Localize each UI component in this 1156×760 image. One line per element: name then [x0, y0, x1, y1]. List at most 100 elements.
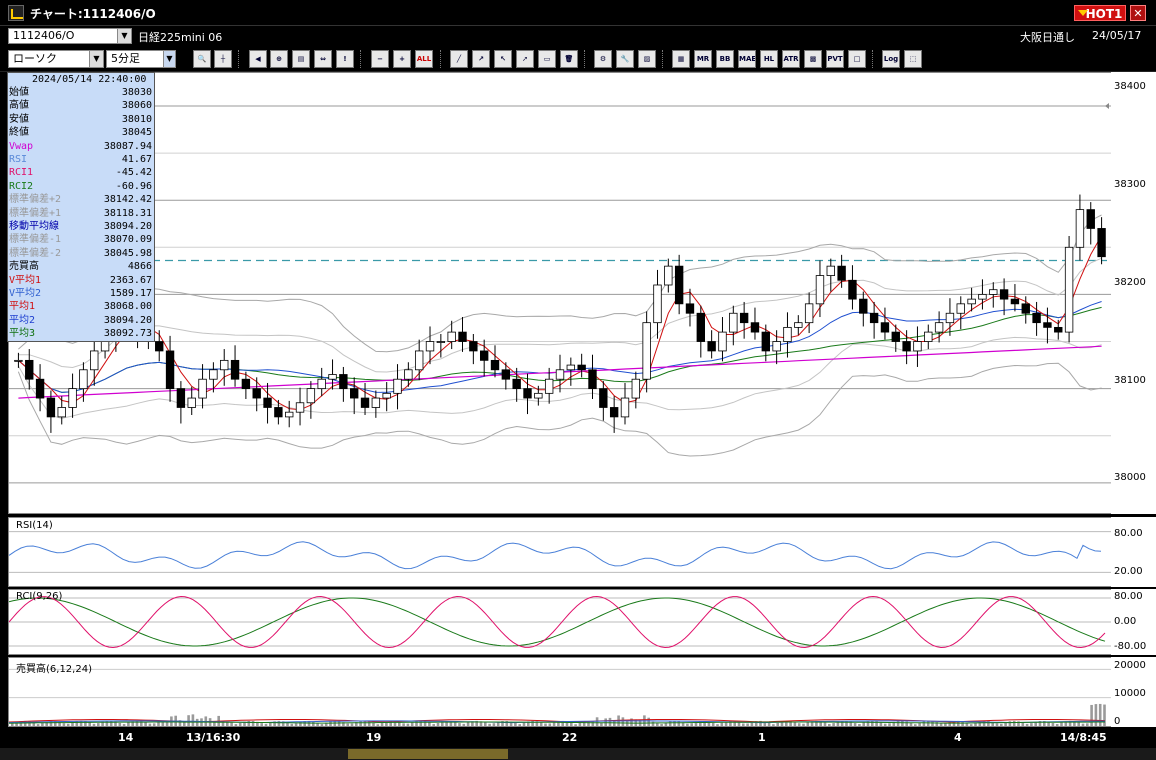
draw-line-icon[interactable]: ╱ [450, 50, 468, 68]
data-row: RSI 41.67 [8, 153, 154, 166]
memo-icon[interactable]: ▭ [538, 50, 556, 68]
color-icon[interactable]: ▨ [638, 50, 656, 68]
volume-bar [694, 721, 698, 726]
crosshair-icon[interactable]: ┼ [214, 50, 232, 68]
volume-bar [527, 721, 530, 726]
candle-body [859, 298, 868, 314]
data-row-label: 標準偏差-1 [9, 234, 62, 246]
volume-bar [281, 721, 285, 726]
rci-pane[interactable] [8, 589, 1112, 655]
zoom-icon[interactable]: 🔍 [193, 50, 211, 68]
data-datetime: 2024/05/14 22:40:00 [32, 74, 147, 85]
chart-type-select[interactable]: ローソク ▼ [8, 50, 104, 68]
price-tick: 38400 [1114, 81, 1146, 92]
data-row: V平均2 1589.17 [8, 287, 154, 300]
data-row-value: 38045 [121, 127, 152, 139]
scroll-left-icon[interactable]: ◀ [249, 50, 267, 68]
candle-body [360, 397, 370, 408]
data-row-label: 移動平均線 [9, 221, 59, 232]
pvt-button[interactable]: PVT [826, 50, 844, 68]
candle-body [155, 341, 164, 352]
data-row: 標準偏差-1 38070.09 [8, 233, 154, 246]
symbol-select[interactable]: 1112406/O ▼ [8, 28, 132, 44]
candlestick-chart[interactable] [9, 73, 1111, 513]
volume-bar [991, 721, 994, 726]
volume-bar [398, 721, 401, 726]
data-row: 平均2 38094.20 [8, 314, 154, 327]
volume-bar [479, 721, 483, 726]
mr-button[interactable]: MR [694, 50, 712, 68]
volume-bar [772, 724, 775, 726]
candle-body [458, 331, 467, 342]
candle-body [68, 388, 77, 408]
volume-bar [213, 721, 216, 726]
zoom-in-icon[interactable]: + [393, 50, 411, 68]
all-button[interactable]: ALL [415, 50, 433, 68]
volume-bar [264, 723, 268, 726]
horizontal-scrollbar[interactable] [0, 748, 1156, 760]
axis-marker [1105, 102, 1109, 109]
volume-bar [840, 721, 844, 726]
mae-button[interactable]: MAE [738, 50, 756, 68]
indicator-icon[interactable]: ▦ [672, 50, 690, 68]
search-icon[interactable]: ⊕ [270, 50, 288, 68]
volume-bar [131, 721, 134, 726]
candle-body [934, 322, 944, 333]
period-select[interactable]: 5分足 ▼ [106, 50, 176, 68]
volume-bar [673, 720, 676, 726]
arrow-icon[interactable]: ➚ [516, 50, 534, 68]
wrench-icon[interactable]: 🔧 [616, 50, 634, 68]
volume-tick: 0 [1114, 716, 1121, 727]
volume-bar [1073, 721, 1076, 726]
export-icon[interactable]: ⬚ [904, 50, 922, 68]
bb-button[interactable]: BB [716, 50, 734, 68]
close-button[interactable]: ✕ [1130, 5, 1146, 21]
chevron-down-icon[interactable]: ▼ [117, 29, 131, 43]
hot-button[interactable]: HOT1 [1074, 5, 1126, 21]
chart-app-icon [8, 5, 24, 21]
pattern-icon[interactable]: ▩ [804, 50, 822, 68]
zoom-out-icon[interactable]: − [371, 50, 389, 68]
data-row: 高値 38060 [8, 99, 154, 112]
volume-avg2-line [8, 720, 1105, 724]
atr-button[interactable]: ATR [782, 50, 800, 68]
chevron-down-icon[interactable]: ▼ [163, 51, 175, 67]
toolbar-separator [360, 50, 362, 68]
volume-bar [19, 721, 23, 726]
volume-bar [71, 722, 74, 726]
settings-icon[interactable]: ⚙ [594, 50, 612, 68]
time-tick: 4 [954, 731, 962, 744]
compress-icon[interactable]: ▤ [292, 50, 310, 68]
trash-icon[interactable]: 🗑 [560, 50, 578, 68]
log-button[interactable]: Log [882, 50, 900, 68]
volume-bar [299, 721, 302, 726]
scroll-thumb[interactable] [348, 749, 508, 759]
price-tick: 38200 [1114, 277, 1146, 288]
main-chart-pane[interactable] [8, 72, 1112, 514]
data-row-label: 終値 [9, 127, 29, 139]
expand-icon[interactable]: ⇔ [314, 50, 332, 68]
candle-body [967, 298, 976, 305]
rsi-pane[interactable] [8, 517, 1112, 587]
volume-bar [1051, 722, 1055, 726]
chevron-down-icon[interactable]: ▼ [89, 51, 103, 67]
volume-bar [724, 721, 728, 726]
candle-body [794, 322, 803, 328]
trend-icon[interactable]: ↗ [472, 50, 490, 68]
candle-body [25, 359, 34, 380]
data-row-label: 高値 [9, 100, 29, 112]
price-tick: 38100 [1114, 375, 1146, 386]
hl-button[interactable]: HL [760, 50, 778, 68]
volume-bar [604, 718, 607, 726]
volume-bar [965, 722, 969, 726]
data-row-value: 4866 [127, 261, 152, 273]
volume-bar [522, 722, 526, 726]
data-row-label: 売買高 [9, 261, 39, 273]
volume-bar [858, 723, 861, 726]
time-tick: 22 [562, 731, 578, 744]
info-icon[interactable]: ! [336, 50, 354, 68]
volume-bar [664, 722, 668, 726]
pointer-icon[interactable]: ↖ [494, 50, 512, 68]
volume-pane[interactable] [8, 657, 1112, 727]
window-icon[interactable]: □ [848, 50, 866, 68]
